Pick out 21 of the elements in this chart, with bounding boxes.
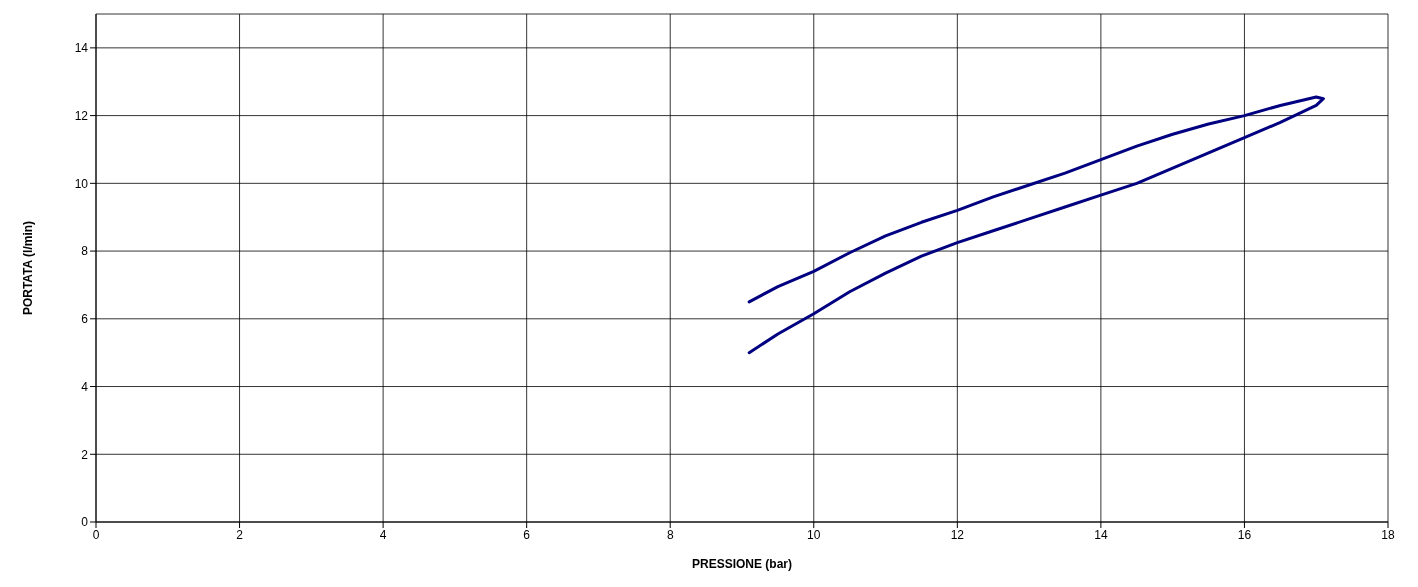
y-tick-label: 10 xyxy=(74,176,89,191)
y-tick-label: 14 xyxy=(74,41,89,56)
y-tick-label: 0 xyxy=(81,515,89,530)
y-axis-title: PORTATA (l/min) xyxy=(21,220,36,316)
x-tick-label: 6 xyxy=(523,527,531,542)
x-tick-label: 8 xyxy=(666,527,674,542)
x-tick-label: 4 xyxy=(379,527,387,542)
x-tick-label: 12 xyxy=(950,527,965,542)
x-tick-label: 14 xyxy=(1094,527,1108,542)
y-tick-label: 2 xyxy=(81,447,89,462)
x-axis-title: PRESSIONE (bar) xyxy=(691,557,793,571)
y-tick-label: 12 xyxy=(74,108,89,123)
x-tick-label: 18 xyxy=(1381,527,1395,542)
x-tick-label: 16 xyxy=(1237,527,1252,542)
y-tick-label: 6 xyxy=(81,312,89,327)
y-tick-label: 4 xyxy=(81,379,89,394)
x-tick-label: 2 xyxy=(236,527,244,542)
y-tick-label: 8 xyxy=(81,244,89,259)
line-series xyxy=(747,95,1325,355)
x-tick-label: 0 xyxy=(92,527,100,542)
x-tick-label: 10 xyxy=(807,527,821,542)
